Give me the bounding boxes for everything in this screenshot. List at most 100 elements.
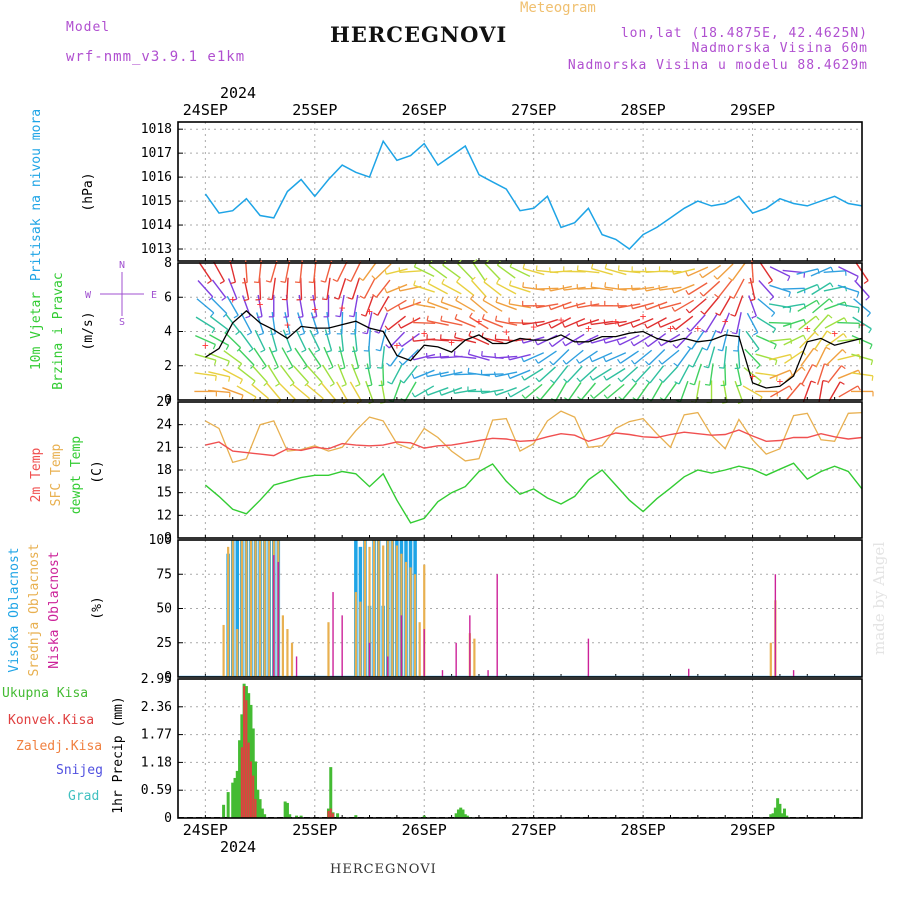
wind-barb — [769, 266, 791, 278]
wind-barb-flag — [788, 385, 793, 391]
wind-barb-flag — [810, 380, 816, 384]
wind-barb — [663, 382, 678, 401]
x-tick-label-bottom: 27SEP — [511, 821, 556, 839]
wind-barb-flag — [562, 359, 567, 365]
wind-barb-flag — [301, 349, 307, 353]
y-tick-label: 0 — [164, 670, 172, 685]
wind-barb-flag — [384, 325, 389, 331]
precip-legend-0: Ukupna Kisa — [2, 686, 88, 701]
wind-barb-flag — [321, 298, 328, 301]
wind-barb-flag — [250, 364, 255, 369]
wind-barb — [414, 266, 435, 278]
wind-barb-flag — [375, 348, 381, 352]
wind-barb-flag — [828, 298, 834, 303]
cloud-bar-1 — [258, 540, 262, 677]
wind-barb-flag — [843, 317, 848, 323]
wind-barb-flag — [730, 313, 736, 317]
wind-barb — [632, 302, 654, 310]
wind-barb — [222, 387, 244, 396]
wind-barb — [695, 380, 701, 403]
precip-bar-0 — [256, 789, 260, 818]
cloud-bar-1 — [473, 638, 476, 677]
y-tick-label: 12 — [156, 508, 172, 523]
wind-barb-flag — [226, 360, 230, 366]
page-title: HERCEGNOVI — [330, 22, 508, 47]
cloud-bar-1 — [414, 574, 417, 677]
precip-bar-0 — [336, 813, 340, 818]
wind-barb-flag — [398, 342, 403, 347]
wind-barb — [579, 366, 598, 383]
precip-bar-1 — [247, 742, 250, 818]
wind-barb — [509, 303, 531, 309]
wind-barb — [784, 350, 804, 364]
wind-barb — [677, 347, 692, 367]
wind-barb — [577, 318, 600, 328]
wind-barb-flag — [328, 366, 334, 370]
wind-barb-flag — [384, 287, 388, 294]
y-tick-label: 1018 — [141, 122, 172, 137]
wind-barb — [591, 286, 614, 291]
wind-barb — [481, 373, 504, 376]
wind-barb — [482, 318, 504, 328]
wind-barb — [349, 381, 362, 402]
wind-barb-flag — [841, 365, 846, 370]
wind-barb — [536, 318, 559, 328]
wind-barb — [470, 298, 488, 314]
precip-bar-0 — [222, 804, 226, 818]
wind-barb — [797, 299, 818, 312]
y-tick-label: 4 — [164, 325, 172, 340]
wind-barb — [366, 363, 373, 386]
wind-barb — [826, 349, 844, 366]
wind-barb — [208, 352, 230, 362]
cloud-bar-2 — [368, 642, 371, 677]
wind-barb — [577, 303, 600, 309]
wind-barb-flag — [397, 304, 401, 310]
wind-barb-flag — [689, 382, 695, 386]
wind-barb-flag — [275, 383, 280, 387]
compass-east: E — [151, 290, 157, 301]
wind-barb — [495, 387, 517, 396]
wind-barb — [402, 349, 419, 366]
wind-barb — [720, 312, 730, 334]
wind-barb — [703, 296, 720, 315]
precip-bar-0 — [283, 801, 287, 818]
wind-barb — [380, 380, 386, 403]
wind-barb-flag — [672, 344, 677, 349]
wind-gust-marker: + — [202, 339, 209, 352]
wind-barb-flag — [522, 282, 525, 288]
cloud-bar-2 — [455, 642, 457, 677]
wind-barb-flag — [673, 362, 679, 367]
wind-barb-flag — [562, 303, 565, 309]
wind-barb-flag — [803, 319, 807, 325]
wind-speed-line — [205, 310, 863, 389]
wind-barb — [483, 281, 502, 297]
cloud-bar-1 — [222, 624, 225, 677]
wind-barb-flag — [803, 303, 806, 309]
wind-barb — [837, 369, 859, 380]
wind-barb-flag — [870, 360, 874, 366]
wind-barb — [816, 363, 826, 385]
cloud-bar-1 — [368, 546, 371, 677]
wind-barb — [194, 372, 217, 377]
wind-barb-flag — [246, 332, 252, 336]
precip-bar-0 — [461, 809, 465, 818]
wind-barb-flag — [856, 291, 860, 297]
wind-gust-marker: + — [284, 319, 291, 332]
wind-barb — [495, 319, 518, 326]
wind-barb — [350, 261, 362, 282]
wind-barb — [427, 301, 449, 311]
wind-barb — [814, 330, 828, 350]
cloud-bar-1 — [254, 540, 257, 677]
wind-barb-flag — [863, 280, 869, 284]
wind-barb-flag — [440, 315, 443, 321]
wind-barb — [509, 266, 531, 278]
wind-barb — [413, 353, 436, 361]
wind-barb-flag — [360, 313, 366, 317]
wind-barb — [632, 286, 655, 291]
wind-barb-flag — [384, 269, 387, 275]
wind-barb-flag — [657, 322, 661, 328]
wind-barb-flag — [803, 272, 806, 278]
precip-bar-0 — [258, 799, 262, 818]
wind-barb — [802, 380, 812, 403]
